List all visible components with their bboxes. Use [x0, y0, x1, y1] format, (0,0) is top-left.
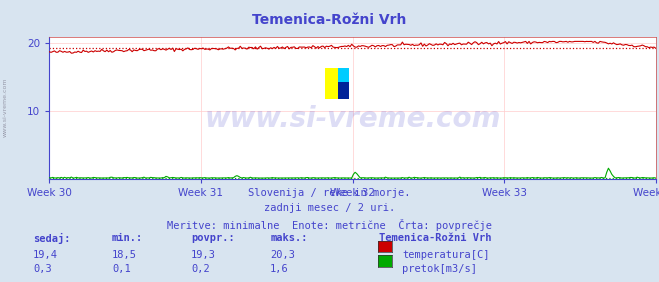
Text: sedaj:: sedaj:	[33, 233, 71, 244]
Text: temperatura[C]: temperatura[C]	[402, 250, 490, 259]
Text: 19,4: 19,4	[33, 250, 58, 259]
FancyBboxPatch shape	[338, 68, 349, 82]
Text: 0,2: 0,2	[191, 264, 210, 274]
Text: www.si-vreme.com: www.si-vreme.com	[204, 105, 501, 133]
Text: min.:: min.:	[112, 233, 143, 243]
Text: Meritve: minimalne  Enote: metrične  Črta: povprečje: Meritve: minimalne Enote: metrične Črta:…	[167, 219, 492, 231]
Text: 20,3: 20,3	[270, 250, 295, 259]
Text: 0,3: 0,3	[33, 264, 51, 274]
Text: 1,6: 1,6	[270, 264, 289, 274]
Text: povpr.:: povpr.:	[191, 233, 235, 243]
Text: Temenica-Rožni Vrh: Temenica-Rožni Vrh	[379, 233, 492, 243]
Text: Temenica-Rožni Vrh: Temenica-Rožni Vrh	[252, 13, 407, 27]
Text: 19,3: 19,3	[191, 250, 216, 259]
FancyBboxPatch shape	[325, 68, 338, 99]
FancyBboxPatch shape	[338, 82, 349, 99]
Text: zadnji mesec / 2 uri.: zadnji mesec / 2 uri.	[264, 203, 395, 213]
Text: 0,1: 0,1	[112, 264, 130, 274]
Text: Slovenija / reke in morje.: Slovenija / reke in morje.	[248, 188, 411, 197]
Text: pretok[m3/s]: pretok[m3/s]	[402, 264, 477, 274]
Text: 18,5: 18,5	[112, 250, 137, 259]
Text: www.si-vreme.com: www.si-vreme.com	[3, 78, 8, 137]
Text: maks.:: maks.:	[270, 233, 308, 243]
